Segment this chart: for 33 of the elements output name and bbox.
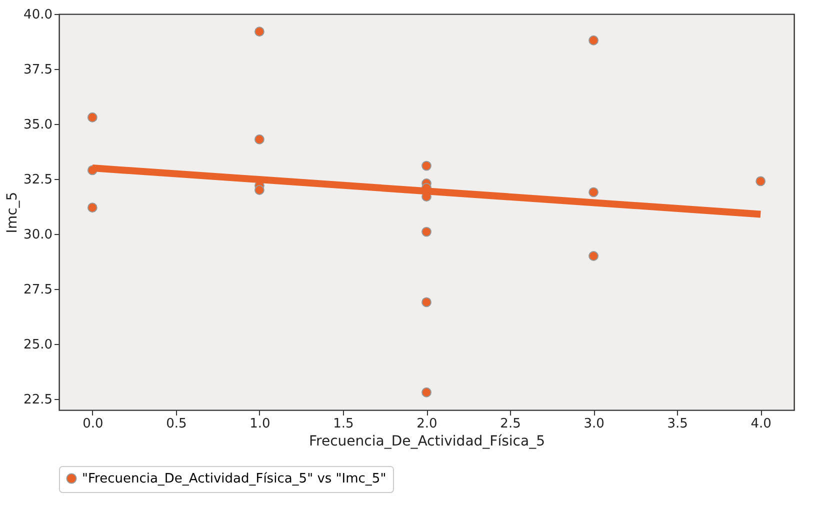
point bbox=[422, 387, 432, 398]
point bbox=[588, 251, 599, 261]
point bbox=[588, 35, 599, 46]
y-axis-title: Imc_5 bbox=[4, 192, 21, 234]
x-tick-label: 3.0 bbox=[584, 416, 604, 432]
x-tick-label: 1.5 bbox=[333, 416, 354, 432]
y-tick-label: 40.0 bbox=[24, 8, 52, 22]
point bbox=[756, 176, 766, 186]
y-tick-label: 37.5 bbox=[24, 62, 52, 78]
y-tick-label: 27.5 bbox=[24, 282, 52, 298]
x-tick-label: 0.0 bbox=[82, 416, 104, 432]
y-tick-label: 25.0 bbox=[24, 338, 52, 352]
x-tick-label: 2.0 bbox=[416, 416, 438, 432]
point bbox=[87, 202, 98, 213]
x-tick-label: 1.0 bbox=[250, 416, 270, 432]
y-tick-label: 35.0 bbox=[24, 118, 52, 132]
legend-label: "Frecuencia_De_Actividad_Física_5" vs "Imc_5" bbox=[82, 472, 386, 486]
point bbox=[87, 112, 98, 122]
point bbox=[422, 226, 432, 237]
point bbox=[254, 185, 264, 195]
y-tick-label: 22.5 bbox=[24, 392, 52, 408]
y-tick-label: 32.5 bbox=[24, 172, 52, 188]
x-tick-label: 3.5 bbox=[667, 416, 688, 432]
y-tick-label: 30.0 bbox=[24, 228, 52, 242]
point bbox=[254, 26, 264, 37]
x-axis-title: Frecuencia_De_Actividad_Física_5 bbox=[309, 434, 545, 450]
point bbox=[254, 134, 264, 144]
x-tick-label: 0.5 bbox=[166, 416, 187, 432]
x-tick-label: 4.0 bbox=[750, 416, 772, 432]
point bbox=[422, 160, 432, 171]
point bbox=[422, 297, 432, 308]
x-tick-label: 2.5 bbox=[500, 416, 521, 432]
point bbox=[588, 187, 599, 198]
